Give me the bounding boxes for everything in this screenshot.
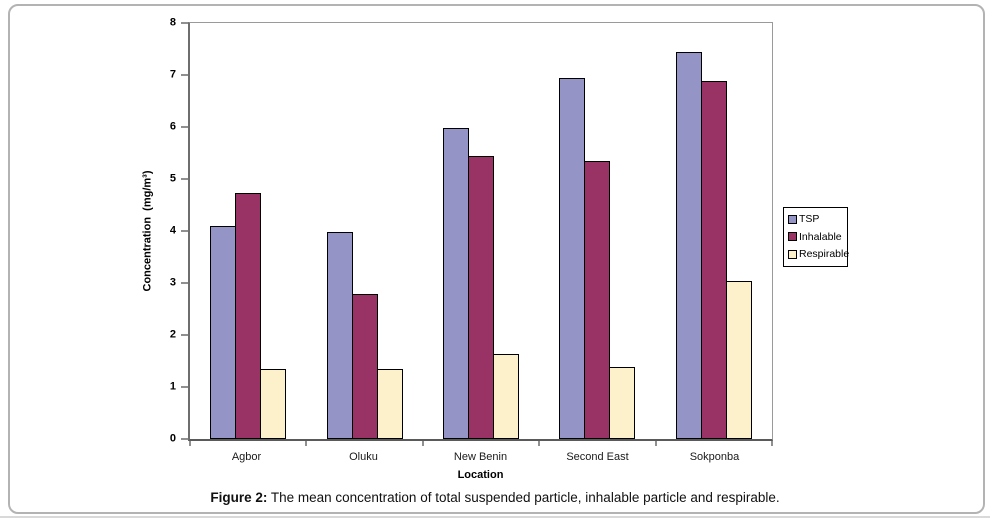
legend-item-respirable: Respirable [788,249,849,260]
y-tick-label: 2 [169,328,176,341]
bar-respirable-new-benin [492,353,519,439]
y-tick-mark [181,126,188,128]
y-tick-label: 7 [169,68,176,81]
bar-tsp-new-benin [442,127,469,439]
bar-group-agbor [190,23,306,439]
caption-label: Figure 2: [210,490,268,505]
y-tick-mark [181,334,188,336]
y-tick-label: 6 [169,120,176,133]
legend-label-tsp: TSP [799,213,820,225]
x-axis-title: Location [457,469,504,481]
y-tick-label: 4 [169,224,176,237]
page-divider [0,516,990,518]
bar-tsp-sokponba [675,52,702,439]
x-category-label: Second East [566,451,629,463]
bar-inhalable-sokponba [700,80,727,439]
bar-group-sokponba [656,23,772,439]
y-tick-mark [181,386,188,388]
x-tick-mark [189,441,191,446]
x-tick-mark [771,441,773,446]
y-tick-label: 0 [169,432,176,445]
x-tick-mark [422,441,424,446]
x-category-label: Agbor [231,451,262,463]
legend-label-inhalable: Inhalable [799,230,842,243]
x-category-label: Oluku [349,451,378,463]
bar-respirable-oluku [376,369,403,439]
y-tick-label: 8 [169,16,176,29]
y-tick-label: 3 [169,276,176,289]
figure-caption: Figure 2: The mean concentration of tota… [0,490,990,506]
legend-item-inhalable: Inhalable [788,230,844,243]
legend-swatch-tsp [788,214,797,224]
bar-respirable-agbor [260,369,287,439]
y-tick-label: 1 [169,380,176,393]
x-category-label: Sokponba [689,451,740,463]
y-axis-tick-labels: 0 1 2 3 4 5 6 7 8 [130,17,176,444]
plot-area [181,22,773,446]
x-tick-mark [655,441,657,446]
x-tick-mark [538,441,540,446]
y-tick-mark [181,178,188,180]
bar-respirable-second-east [609,366,636,439]
bar-group-second-east [539,23,655,439]
bar-inhalable-new-benin [467,156,494,439]
bar-tsp-oluku [326,231,353,439]
y-tick-mark [181,22,188,24]
bar-inhalable-agbor [235,192,262,439]
legend-swatch-inhalable [788,232,797,242]
legend-swatch-respirable [788,249,797,259]
legend-label-respirable: Respirable [799,248,850,260]
bar-inhalable-oluku [351,294,378,439]
bar-group-new-benin [423,23,539,439]
y-tick-label: 5 [169,172,176,185]
y-tick-mark [181,230,188,232]
legend-item-tsp: TSP [788,214,844,225]
caption-text: The mean concentration of total suspende… [267,490,780,505]
bar-tsp-second-east [559,78,586,439]
bar-group-oluku [306,23,422,439]
bar-tsp-agbor [210,226,237,439]
legend: TSP Inhalable Respirable [783,207,849,267]
bar-respirable-sokponba [725,281,752,439]
x-category-label: New Benin [453,451,508,463]
bar-inhalable-second-east [584,161,611,439]
x-tick-mark [305,441,307,446]
y-tick-mark [181,282,188,284]
x-axis-category-labels: Agbor Oluku New Benin Second East Sokponba [188,452,773,463]
y-tick-mark [181,74,188,76]
y-tick-mark [181,438,188,440]
